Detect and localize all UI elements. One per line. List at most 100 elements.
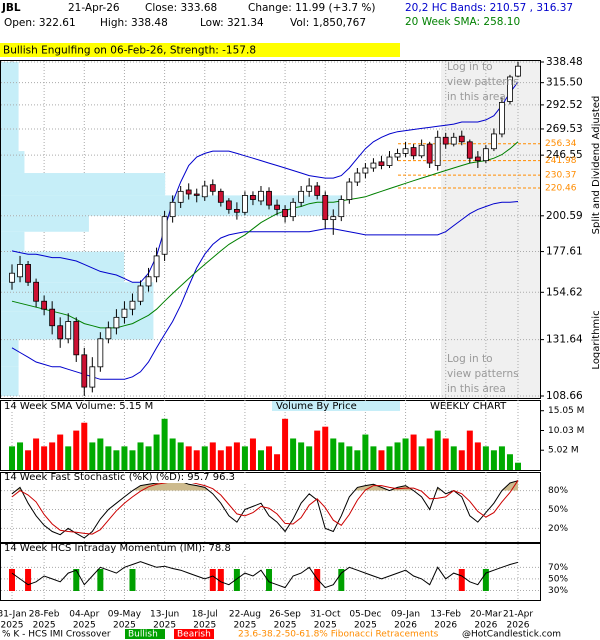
volume-bar (89, 442, 96, 470)
volume-bar (394, 442, 401, 470)
open: Open: 322.61 (4, 17, 76, 29)
volume-bar (105, 446, 112, 470)
candle-body (33, 281, 39, 302)
volume-bar (17, 442, 24, 470)
volume-bar (161, 418, 168, 470)
header-bg (1, 473, 251, 483)
login-note: in this area (447, 91, 506, 103)
bullish-box (125, 629, 165, 639)
volume-by-price-bar (1, 151, 25, 174)
candle-body (394, 153, 401, 158)
crossover-signal (97, 569, 104, 591)
x-tick-year: 2025 (153, 621, 176, 631)
volume-bar (201, 446, 208, 470)
overbought-area (12, 480, 518, 491)
candle-body (274, 204, 280, 210)
line (11, 480, 519, 535)
pattern-annotation: Bullish Engulfing on 06-Feb-26, Strength… (3, 45, 256, 57)
adjusted-note: Split and Dividend Adjusted (591, 96, 600, 235)
symbol: JBL (1, 2, 21, 14)
candle-body (81, 354, 88, 388)
candle-body (193, 193, 200, 196)
volume-bar (65, 446, 72, 470)
y-tick-label: 200.59 (546, 210, 583, 222)
volume-bar (426, 438, 433, 470)
volume-by-price-bar (1, 282, 154, 312)
volume-bar (346, 446, 353, 470)
volume-bar (49, 442, 56, 470)
candle-body (282, 209, 288, 218)
volume-bar (450, 446, 457, 470)
volume-bar (57, 434, 64, 470)
x-tick-label: 26-Sep (269, 610, 301, 620)
candle-body (354, 172, 361, 183)
volume-bar (490, 450, 497, 470)
volume-bar (137, 442, 144, 470)
volume: Vol: 1,850,767 (290, 17, 366, 29)
candle-body (434, 136, 441, 166)
y-tick-label: 154.62 (546, 286, 583, 298)
volume-bar (193, 450, 200, 470)
x-tick-year: 2026 (474, 621, 497, 631)
volume-bar (81, 422, 88, 470)
line (11, 561, 519, 589)
volume-panel-frame (0, 400, 541, 471)
volume-by-price-bar (1, 215, 89, 232)
candle-body (121, 308, 128, 318)
candle-body (426, 143, 433, 164)
line (11, 81, 519, 283)
candle-body (169, 201, 176, 218)
imi-title: 14 Week HCS Intraday Momentum (IMI): 78.… (4, 543, 231, 554)
candle-body (233, 209, 240, 213)
candle-body (322, 195, 329, 221)
crossover-legend: % K - HCS IMI Crossover (2, 630, 111, 640)
crossover-signal (25, 569, 32, 591)
candle-body (378, 161, 385, 166)
candle-body (346, 181, 353, 200)
volume-bar (33, 438, 40, 470)
line (11, 141, 519, 329)
candle-body (442, 136, 449, 145)
volume-bar (298, 442, 305, 470)
volume-bar (338, 442, 345, 470)
candle-body (362, 167, 369, 174)
volume-by-price-bar (1, 231, 25, 252)
volume-bar (330, 438, 337, 470)
imi-panel-frame (0, 543, 541, 601)
login-note: view patterns (447, 368, 519, 380)
volume-bar (474, 442, 481, 470)
y-tick-label: 338.48 (546, 56, 583, 68)
layers: 31-Jan202528-Feb202504-Apr202509-May2025… (0, 56, 584, 631)
login-note: in this area (447, 383, 506, 395)
volume-by-price-bar (1, 366, 19, 396)
candle-body (474, 156, 481, 162)
volume-bar (97, 438, 104, 470)
volume-bar (442, 438, 449, 470)
header-bg (1, 544, 251, 554)
candle-body (105, 327, 112, 340)
volume-bar (241, 446, 248, 470)
y-tick-label: 15.05 M (548, 406, 584, 416)
volume-bar (185, 446, 192, 470)
login-note: Log in to (447, 61, 493, 73)
y-tick-label: 70% (548, 563, 568, 573)
volume-title: 14 Week SMA Volume: 5.15 M (4, 401, 153, 412)
candle-body (306, 185, 313, 192)
candle-body (25, 264, 31, 283)
y-tick-label: 50% (548, 505, 568, 515)
candle-body (9, 272, 15, 283)
candle-body (17, 264, 23, 278)
candle-body (250, 195, 256, 200)
volume-bar (386, 446, 393, 470)
close: Close: 333.68 (145, 2, 217, 14)
y-tick-label: 10.03 M (548, 426, 584, 436)
change: Change: 11.99 (+3.7 %) (248, 2, 375, 14)
high: High: 338.48 (100, 17, 168, 29)
y-tick-label: 177.61 (546, 246, 583, 258)
x-tick-label: 31-Jan (0, 610, 27, 620)
candle-body (177, 190, 184, 203)
y-tick-label: 20% (548, 524, 568, 534)
y-tick-label: 315.50 (546, 77, 583, 89)
x-tick-label: 22-Aug (229, 610, 261, 620)
candle-body (185, 189, 192, 195)
